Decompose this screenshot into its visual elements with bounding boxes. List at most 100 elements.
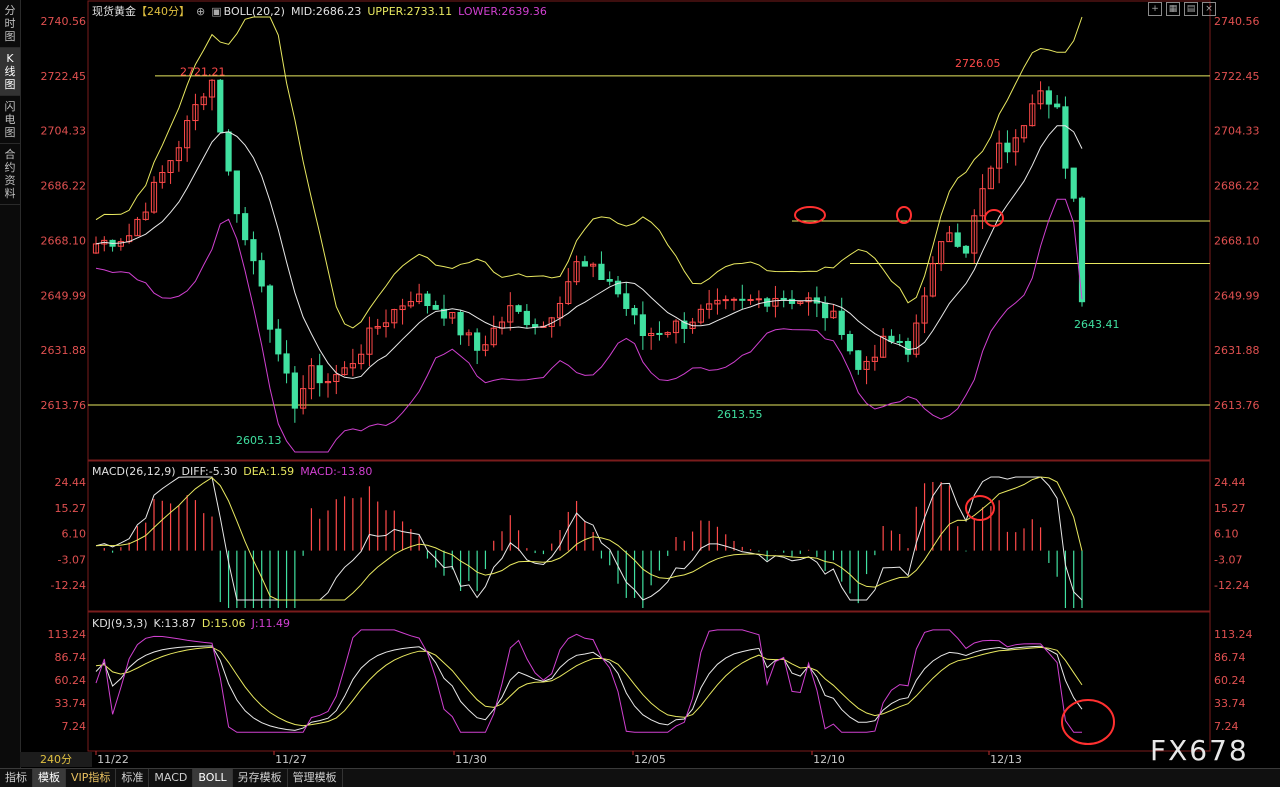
highlight-circle	[896, 206, 912, 224]
candle-body	[291, 372, 298, 409]
candle-body	[192, 104, 199, 122]
boll-lower-line	[95, 198, 1083, 453]
candle-body	[424, 293, 431, 307]
bottom-tab-manage-template[interactable]: 管理模板	[288, 769, 343, 787]
macd-panel-header: MACD(26,12,9) DIFF:-5.30 DEA:1.59 MACD:-13.…	[92, 465, 378, 478]
candle-body	[681, 320, 688, 329]
candle-body	[532, 324, 539, 328]
candle-body	[697, 308, 704, 323]
highlight-circle	[984, 209, 1004, 227]
candle-body	[208, 79, 216, 98]
candle-body	[225, 131, 232, 172]
candle-body	[382, 322, 390, 328]
y-tick-right: 2613.76	[1214, 399, 1260, 412]
candle-body	[830, 310, 837, 319]
macd-y-tick-left: 6.10	[62, 528, 87, 541]
candle-body	[308, 365, 315, 390]
y-tick-right: 2668.10	[1214, 234, 1260, 247]
bottom-tab-bar: 指标 模板 VIP指标 标准 MACD BOLL 另存模板 管理模板	[0, 768, 1280, 787]
candle-body	[656, 332, 663, 335]
tab-contract-info[interactable]: 合约资料	[0, 144, 20, 205]
candle-body	[150, 181, 158, 213]
close-icon[interactable]: ×	[1202, 2, 1216, 16]
grid-icon[interactable]: ▦	[1166, 2, 1180, 16]
tab-flash[interactable]: 闪电图	[0, 96, 20, 144]
candle-body	[788, 298, 796, 304]
kdj-k-line	[95, 645, 1083, 731]
crosshair-icon[interactable]: +	[1148, 2, 1162, 16]
candle-body	[855, 350, 862, 370]
bottom-tab-standard[interactable]: 标准	[116, 769, 150, 787]
candle-body	[1020, 125, 1028, 139]
y-tick-left: 2668.10	[41, 234, 87, 247]
bottom-tab-indicator[interactable]: 指标	[0, 769, 33, 787]
high-right-label: 2726.05	[955, 57, 1001, 70]
bottom-tab-vip-indicator[interactable]: VIP指标	[66, 769, 117, 787]
boll-upper-value: UPPER:2733.11	[367, 5, 453, 18]
main-panel-frame	[87, 0, 1211, 461]
macd-y-tick-right: 15.27	[1214, 502, 1246, 515]
candle-body	[416, 293, 423, 303]
indicator-icon[interactable]: ▣	[211, 5, 222, 18]
candle-body	[432, 305, 439, 310]
candle-body	[946, 232, 953, 243]
candle-body	[706, 303, 713, 310]
boll-indicator-label: BOLL(20,2)	[223, 5, 285, 18]
candle-body	[1045, 90, 1052, 105]
candle-body	[167, 160, 174, 173]
candle-body	[1078, 197, 1086, 303]
candle-body	[159, 171, 166, 183]
kdj-y-tick-right: 33.74	[1214, 697, 1246, 710]
last-low-label: 2643.41	[1074, 318, 1120, 331]
candle-body	[565, 281, 572, 304]
candle-body	[747, 299, 754, 302]
candle-body	[938, 241, 945, 265]
kdj-j: J:11.49	[251, 617, 291, 630]
candle-body	[316, 365, 323, 384]
kdj-y-tick-left: 7.24	[62, 720, 87, 733]
layout-icon[interactable]: ▤	[1184, 2, 1198, 16]
bottom-tab-template[interactable]: 模板	[33, 769, 66, 787]
candle-body	[391, 309, 398, 324]
instrument-title: 现货黄金	[92, 5, 136, 18]
candle-body	[92, 243, 100, 254]
macd-y-tick-right: -3.07	[1214, 553, 1242, 566]
bottom-tab-macd[interactable]: MACD	[149, 769, 194, 787]
candle-body	[457, 311, 464, 336]
candle-body	[987, 167, 994, 190]
tab-kline[interactable]: K线图	[0, 48, 20, 96]
candle-body	[805, 297, 812, 303]
candle-body	[482, 344, 489, 351]
candle-body	[366, 327, 373, 355]
macd-y-tick-right: 24.44	[1214, 476, 1246, 489]
candle-body	[490, 327, 497, 346]
kdj-y-tick-left: 113.24	[48, 628, 87, 641]
candle-body	[623, 293, 630, 309]
candle-body	[755, 298, 762, 301]
candle-body	[507, 305, 514, 323]
y-tick-right: 2686.22	[1214, 180, 1260, 193]
boll-mid-line	[95, 125, 1083, 379]
tab-timeshare[interactable]: 分时图	[0, 0, 20, 48]
candle-body	[648, 332, 655, 337]
kdj-y-tick-left: 33.74	[55, 697, 87, 710]
boll-mid-value: MID:2686.23	[290, 5, 362, 18]
period-badge[interactable]: 240分	[20, 752, 92, 767]
panel-toolbar: + ▦ ▤ ×	[1148, 2, 1216, 16]
left-tab-strip: 分时图 K线图 闪电图 合约资料	[0, 0, 21, 768]
candle-body	[1029, 103, 1036, 127]
bottom-tab-save-template[interactable]: 另存模板	[233, 769, 288, 787]
candle-body	[1054, 103, 1061, 108]
candle-body	[266, 285, 274, 330]
candle-body	[358, 353, 365, 365]
bottom-tab-boll[interactable]: BOLL	[193, 769, 233, 787]
x-tick-label: 11/30	[455, 753, 487, 766]
candle-body	[639, 314, 646, 337]
candle-body	[730, 298, 738, 301]
settings-icon[interactable]: ⊕	[196, 5, 206, 18]
candle-body	[863, 360, 870, 370]
y-tick-left: 2613.76	[41, 399, 87, 412]
candle-body	[515, 305, 522, 312]
kdj-y-tick-right: 60.24	[1214, 674, 1246, 687]
